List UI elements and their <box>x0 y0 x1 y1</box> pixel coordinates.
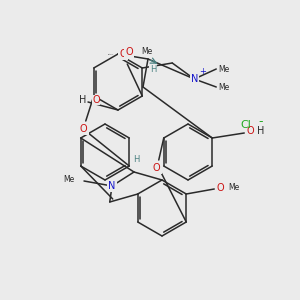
Text: O: O <box>125 47 133 57</box>
Text: Me: Me <box>219 64 230 74</box>
Text: O: O <box>216 183 224 193</box>
Text: Cl: Cl <box>240 120 251 130</box>
Text: Me: Me <box>219 82 230 91</box>
Text: H: H <box>79 95 86 105</box>
Text: Me: Me <box>228 184 239 193</box>
Text: Me: Me <box>141 47 152 56</box>
Text: -: - <box>258 116 262 128</box>
Text: H: H <box>150 64 156 74</box>
Text: N: N <box>190 74 198 84</box>
Text: Me: Me <box>63 175 74 184</box>
Text: H: H <box>133 155 139 164</box>
Text: N: N <box>108 181 116 191</box>
Text: O: O <box>246 126 254 136</box>
Text: H: H <box>257 126 265 136</box>
Text: O: O <box>153 163 160 173</box>
Text: +: + <box>199 68 206 76</box>
Text: O: O <box>92 95 100 105</box>
Text: O: O <box>80 124 88 134</box>
Text: methoxy: methoxy <box>108 53 114 55</box>
Text: O: O <box>119 49 127 59</box>
